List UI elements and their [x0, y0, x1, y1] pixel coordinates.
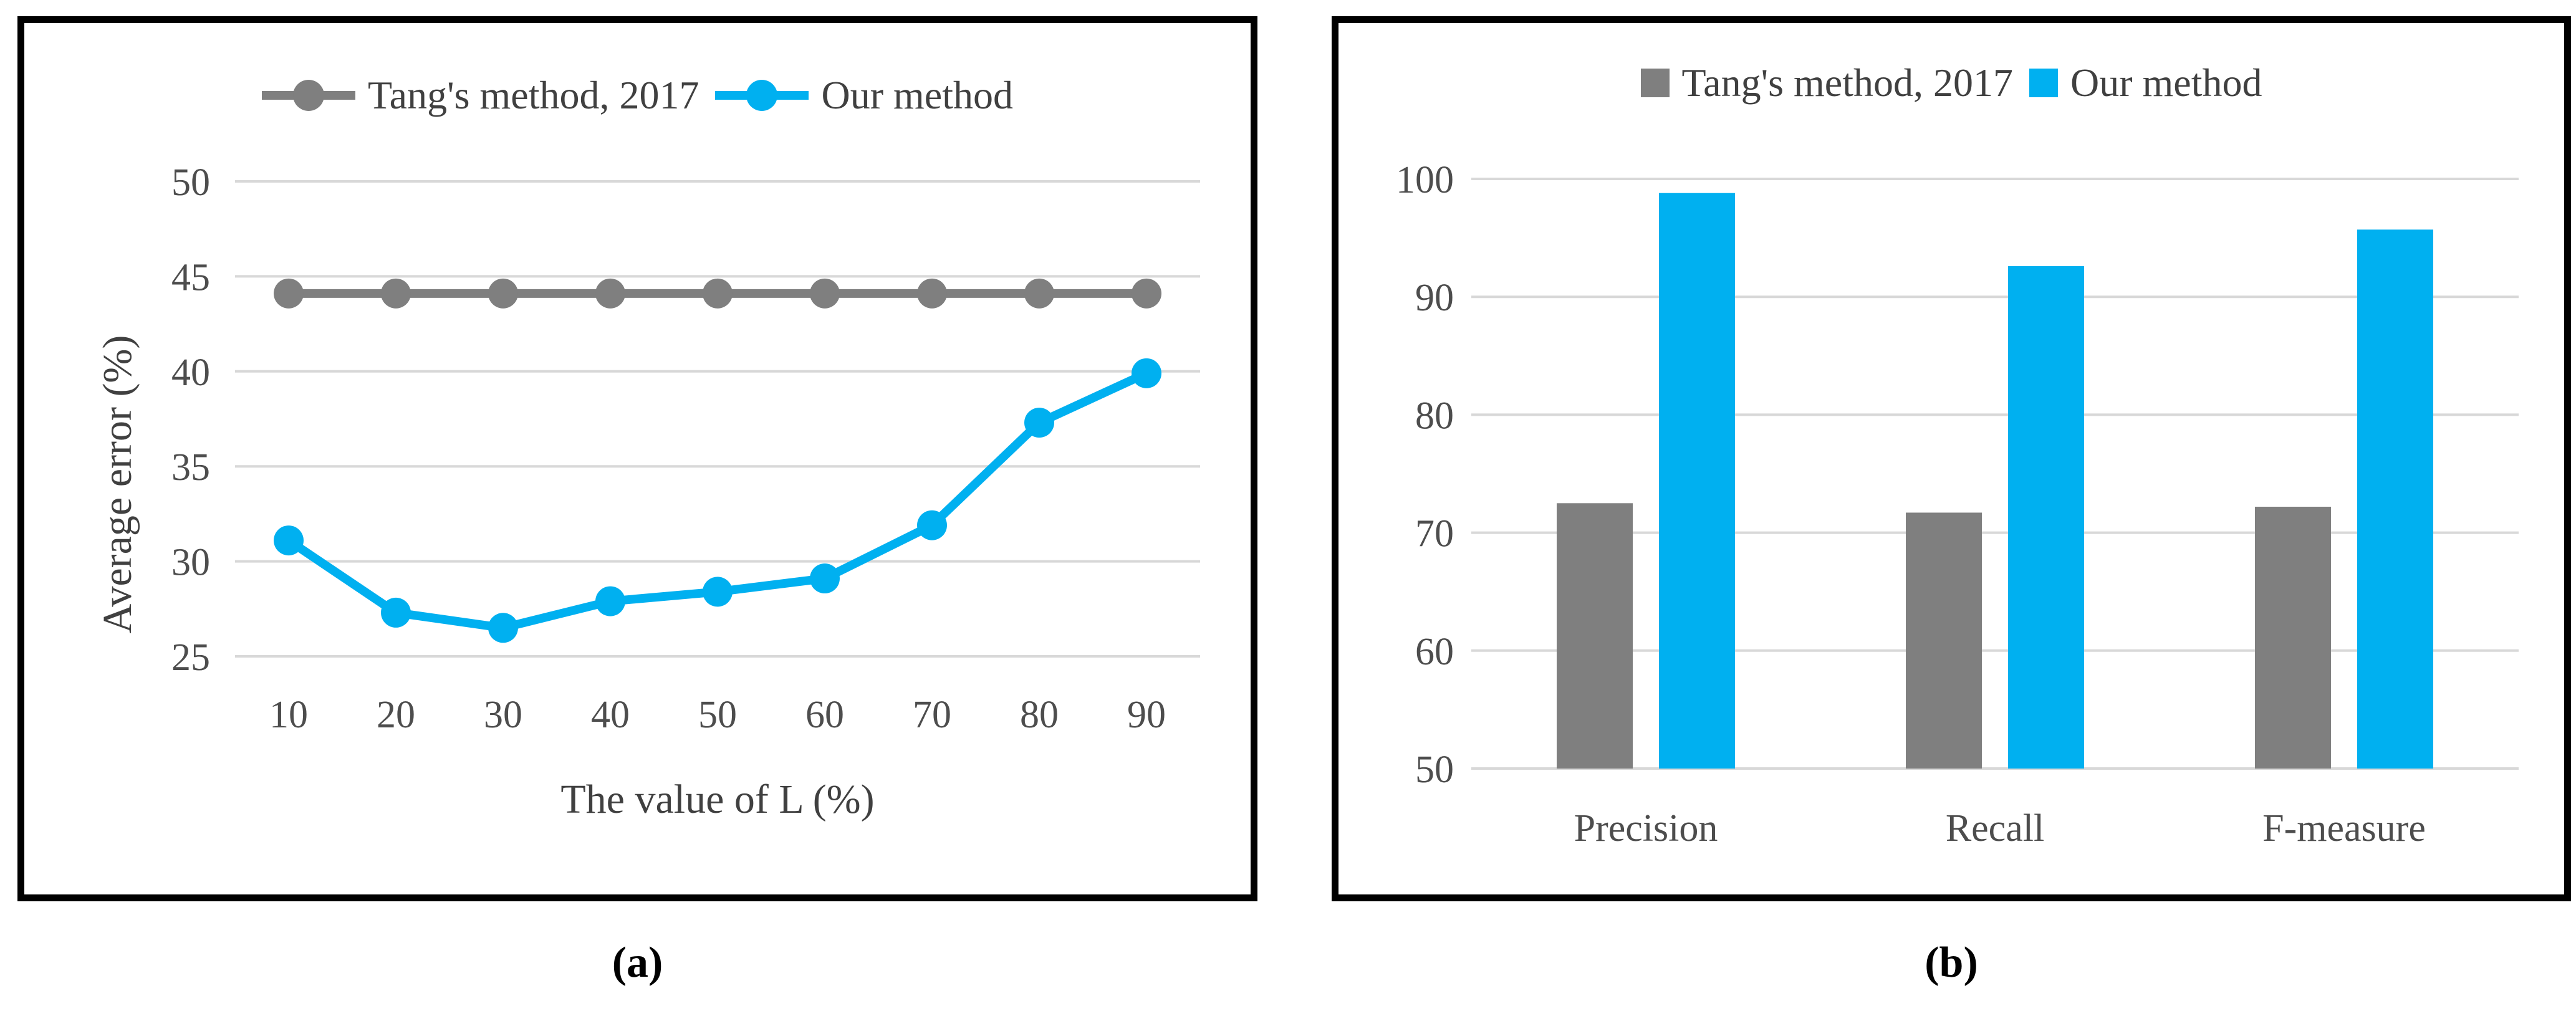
data-point-marker: [917, 278, 947, 309]
y-axis-title: Average error (%): [95, 335, 140, 634]
chart-a-canvas: 25 30 35 40 45 50 10 20 30 40 50 60 70 80 90: [171, 161, 1200, 736]
data-point-marker: [274, 278, 304, 309]
data-point-marker: [595, 278, 625, 309]
data-point-marker: [274, 525, 304, 556]
x-axis-title: The value of L (%): [560, 777, 875, 822]
y-tick-label: 70: [1415, 513, 1454, 555]
x-tick-label: 70: [913, 694, 951, 736]
y-tick-label: 60: [1415, 631, 1454, 673]
legend-item-tangs-method: Tang's method, 2017: [1640, 60, 2013, 106]
panel-b-bar-chart: 50 60 70 80 90 100 Precision Recall F-measure Ta…: [1332, 16, 2571, 901]
data-point-marker: [1024, 278, 1054, 309]
data-point-marker: [703, 278, 733, 309]
x-tick-label: 50: [698, 694, 737, 736]
square-marker-swatch: [2029, 69, 2058, 97]
chart-a-legend: Tang's method, 2017 Our method: [24, 70, 1251, 120]
bar: [1906, 512, 1982, 769]
legend-item-our-method: Our method: [715, 72, 1013, 118]
y-tick-label: 40: [171, 352, 210, 394]
data-point-marker: [488, 613, 518, 643]
data-point-marker: [1024, 408, 1054, 438]
y-tick-label: 50: [171, 161, 210, 204]
y-tick-label: 35: [171, 446, 210, 489]
square-marker-swatch: [1640, 69, 1670, 97]
x-tick-label: 40: [591, 694, 630, 736]
x-tick-label: 10: [269, 694, 308, 736]
x-tick-label: 60: [805, 694, 844, 736]
data-point-marker: [703, 577, 733, 607]
data-point-marker: [595, 586, 625, 616]
panel-a-line-chart: 25 30 35 40 45 50 10 20 30 40 50 60 70 80 90 Tang's me…: [17, 16, 1257, 901]
y-tick-label: 25: [171, 636, 210, 679]
bar: [1659, 193, 1735, 769]
chart-b-legend: Tang's method, 2017 Our method: [1338, 58, 2564, 108]
bar: [1557, 503, 1633, 769]
data-point-marker: [381, 597, 411, 628]
y-tick-label: 100: [1396, 159, 1454, 201]
subfigure-caption-b: (b): [1925, 939, 1978, 987]
bar: [2008, 266, 2084, 769]
data-point-marker: [1132, 358, 1161, 388]
x-tick-label: 20: [377, 694, 415, 736]
x-tick-label: Recall: [1946, 807, 2044, 850]
subfigure-caption-a: (a): [612, 939, 663, 987]
x-tick-label: 30: [484, 694, 522, 736]
y-tick-label: 30: [171, 542, 210, 584]
data-point-marker: [917, 510, 947, 540]
legend-label: Our method: [821, 73, 1013, 117]
legend-label: Our method: [2070, 60, 2262, 105]
data-point-marker: [810, 563, 840, 594]
legend-item-tangs-method: Tang's method, 2017: [262, 72, 699, 118]
bar: [2255, 506, 2331, 769]
data-point-marker: [381, 278, 411, 309]
x-tick-label: F-measure: [2262, 807, 2426, 850]
legend-item-our-method: Our method: [2029, 60, 2262, 106]
y-tick-label: 80: [1415, 395, 1454, 437]
line-circle-marker-swatch: [262, 80, 356, 111]
legend-label: Tang's method, 2017: [368, 73, 699, 117]
data-point-marker: [488, 278, 518, 309]
y-tick-label: 45: [171, 256, 210, 299]
legend-label: Tang's method, 2017: [1681, 60, 2013, 105]
x-tick-label: 80: [1020, 694, 1059, 736]
x-tick-label: 90: [1127, 694, 1166, 736]
chart-b-canvas: 50 60 70 80 90 100 Precision Recall F-measure: [1396, 159, 2519, 850]
bar: [2357, 229, 2433, 769]
x-tick-label: Precision: [1574, 807, 1718, 850]
data-point-marker: [1132, 278, 1161, 309]
data-point-marker: [810, 278, 840, 309]
y-tick-label: 50: [1415, 749, 1454, 791]
y-tick-label: 90: [1415, 277, 1454, 319]
line-circle-marker-swatch: [715, 80, 809, 111]
